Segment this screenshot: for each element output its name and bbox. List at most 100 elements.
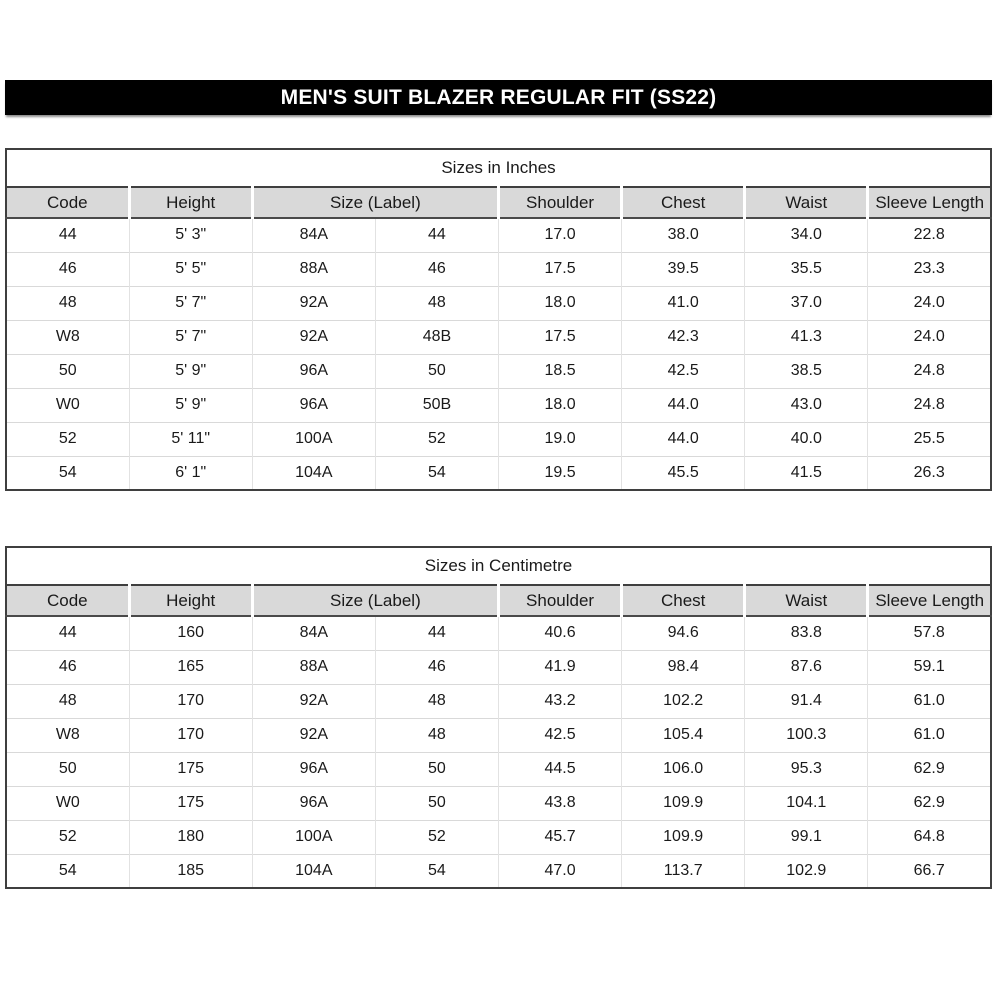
table-cell: 102.9 <box>744 853 868 888</box>
table-cell: 52 <box>6 421 130 456</box>
table-cell: 96A <box>251 353 376 388</box>
table-cell: 54 <box>374 455 499 490</box>
table-cell: 105.4 <box>621 717 745 752</box>
table-cell: W8 <box>6 717 130 752</box>
table-cell: 83.8 <box>744 616 868 650</box>
table-cell: 92A <box>251 683 376 718</box>
table-cell: 109.9 <box>621 819 745 854</box>
column-header-waist: Waist <box>743 187 868 219</box>
table-cell: 41.3 <box>744 319 868 354</box>
table-cell: 54 <box>6 455 130 490</box>
table-caption-row: Sizes in Inches <box>6 149 991 188</box>
table-cell: 45.5 <box>621 455 745 490</box>
table-cell: 5' 3" <box>128 218 253 252</box>
table-cell: 24.0 <box>867 285 991 320</box>
table-cell: 41.9 <box>497 649 622 684</box>
table-cell: 113.7 <box>621 853 745 888</box>
table-caption-row: Sizes in Centimetre <box>6 547 991 586</box>
table-cell: 48B <box>374 319 499 354</box>
table-cell: 54 <box>6 853 130 888</box>
table-cell: 84A <box>251 616 376 650</box>
table-cell: 43.2 <box>497 683 622 718</box>
table-row: 52 180 100A 52 45.7 109.9 99.1 64.8 <box>6 819 991 854</box>
table-cell: 19.5 <box>497 455 622 490</box>
table-row: 44 160 84A 44 40.6 94.6 83.8 57.8 <box>6 616 991 650</box>
table-cell: 94.6 <box>621 616 745 650</box>
table-cell: 50 <box>374 785 499 820</box>
table-cell: 104A <box>251 853 376 888</box>
table-cell: 48 <box>6 683 130 718</box>
table-cell: 5' 7" <box>128 285 253 320</box>
column-header-size-label: Size (Label) <box>250 187 499 219</box>
table-cell: 38.0 <box>621 218 745 252</box>
table-cell: 96A <box>251 785 376 820</box>
table-cell: 102.2 <box>621 683 745 718</box>
column-header-chest: Chest <box>620 585 745 617</box>
table-cell: 98.4 <box>621 649 745 684</box>
table-cell: 165 <box>128 649 253 684</box>
table-cell: 84A <box>251 218 376 252</box>
table-cell: 5' 7" <box>128 319 253 354</box>
table-cell: 50 <box>374 751 499 786</box>
table-row: 44 5' 3" 84A 44 17.0 38.0 34.0 22.8 <box>6 218 991 252</box>
table-cell: 18.0 <box>497 387 622 422</box>
table-row: 48 5' 7" 92A 48 18.0 41.0 37.0 24.0 <box>6 285 991 320</box>
column-header-sleeve-length: Sleeve Length <box>866 187 991 219</box>
table-cell: 52 <box>374 421 499 456</box>
table-cell: 19.0 <box>497 421 622 456</box>
column-header-shoulder: Shoulder <box>496 585 622 617</box>
table-cell: 17.0 <box>497 218 622 252</box>
table-cell: 40.0 <box>744 421 868 456</box>
table-cell: 37.0 <box>744 285 868 320</box>
table-cell: 66.7 <box>867 853 991 888</box>
table-cell: W0 <box>6 785 130 820</box>
table-cell: 44.5 <box>497 751 622 786</box>
table-cell: 46 <box>6 251 130 286</box>
table-cell: 48 <box>374 717 499 752</box>
table-cell: 104A <box>251 455 376 490</box>
table-row: 50 5' 9" 96A 50 18.5 42.5 38.5 24.8 <box>6 353 991 388</box>
table-cell: 26.3 <box>867 455 991 490</box>
table-cell: 185 <box>128 853 253 888</box>
table-row: 46 165 88A 46 41.9 98.4 87.6 59.1 <box>6 649 991 684</box>
table-cell: 48 <box>6 285 130 320</box>
table-caption: Sizes in Inches <box>6 149 991 188</box>
table-caption: Sizes in Centimetre <box>6 547 991 586</box>
table-cell: 41.0 <box>621 285 745 320</box>
column-header-size-label: Size (Label) <box>250 585 499 617</box>
table-cell: 62.9 <box>867 785 991 820</box>
table-cell: 22.8 <box>867 218 991 252</box>
title-banner: MEN'S SUIT BLAZER REGULAR FIT (SS22) <box>5 80 992 115</box>
table-cell: 48 <box>374 285 499 320</box>
table-cell: 17.5 <box>497 251 622 286</box>
table-cell: 5' 5" <box>128 251 253 286</box>
table-cell: 24.8 <box>867 353 991 388</box>
table-cell: 39.5 <box>621 251 745 286</box>
table-cell: 38.5 <box>744 353 868 388</box>
table-cell: 106.0 <box>621 751 745 786</box>
size-table-centimetre: Sizes in Centimetre Code Height Size (Labe… <box>5 546 992 889</box>
table-cell: 46 <box>374 251 499 286</box>
table-cell: 5' 9" <box>128 353 253 388</box>
table-row: 52 5' 11" 100A 52 19.0 44.0 40.0 25.5 <box>6 421 991 456</box>
table-cell: 43.0 <box>744 387 868 422</box>
column-header-code: Code <box>6 585 130 617</box>
table-cell: 57.8 <box>867 616 991 650</box>
table-row: 46 5' 5" 88A 46 17.5 39.5 35.5 23.3 <box>6 251 991 286</box>
column-header-sleeve-length: Sleeve Length <box>866 585 991 617</box>
column-header-chest: Chest <box>620 187 745 219</box>
table-cell: 59.1 <box>867 649 991 684</box>
column-header-code: Code <box>6 187 130 219</box>
table-cell: W8 <box>6 319 130 354</box>
table-cell: 180 <box>128 819 253 854</box>
table-cell: 34.0 <box>744 218 868 252</box>
table-cell: 160 <box>128 616 253 650</box>
table-cell: 175 <box>128 751 253 786</box>
column-header-waist: Waist <box>743 585 868 617</box>
table-cell: 24.8 <box>867 387 991 422</box>
table-cell: 6' 1" <box>128 455 253 490</box>
table-cell: 25.5 <box>867 421 991 456</box>
table-cell: 42.5 <box>497 717 622 752</box>
table-cell: 87.6 <box>744 649 868 684</box>
table-cell: 100A <box>251 421 376 456</box>
